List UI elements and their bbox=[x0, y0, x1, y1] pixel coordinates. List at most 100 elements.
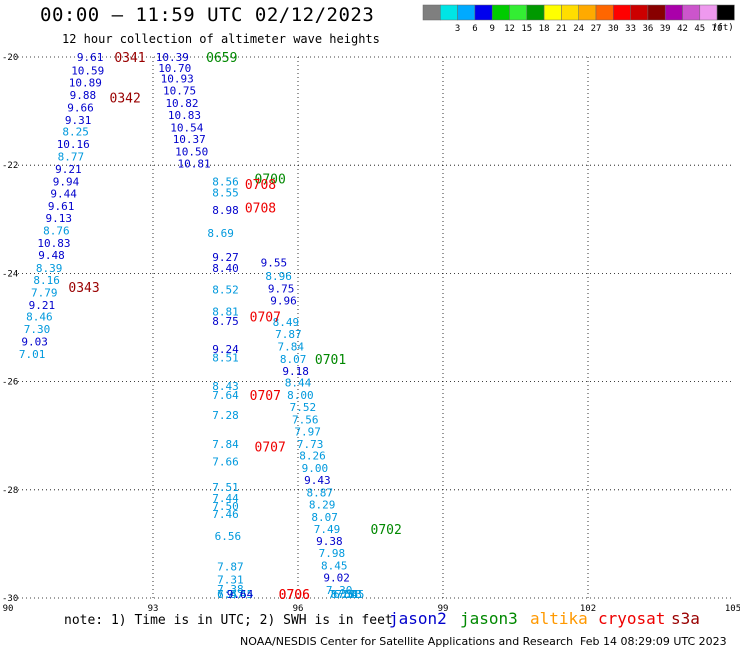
satellite-jason2: jason2 bbox=[389, 609, 447, 628]
legend-swatch bbox=[699, 4, 718, 21]
credit-text: NOAA/NESDIS Center for Satellite Applica… bbox=[240, 635, 574, 648]
x-tick-label: 102 bbox=[580, 604, 596, 614]
timestamp-text: Feb 14 08:29:09 UTC 2023 bbox=[580, 635, 727, 648]
legend-swatch bbox=[613, 4, 631, 21]
legend-label: 45 bbox=[694, 24, 705, 34]
chart-subtitle: 12 hour collection of altimeter wave hei… bbox=[62, 32, 380, 46]
wave-height-point: 10.39 bbox=[156, 51, 189, 64]
wave-height-point: 7.76 bbox=[328, 588, 355, 601]
track-labels: 0341034203430659070007080708070707010707… bbox=[68, 51, 401, 603]
wave-height-point: 7.87 bbox=[275, 328, 302, 341]
track-time-label: 0342 bbox=[110, 92, 141, 107]
wave-height-point: 9.02 bbox=[323, 571, 350, 584]
wave-height-point: 8.00 bbox=[287, 389, 314, 402]
track-time-label: 0707 bbox=[255, 441, 286, 456]
wave-height-point: 9.66 bbox=[67, 101, 94, 114]
wave-height-point: 9.61 bbox=[48, 200, 75, 213]
wave-height-point: 8.96 bbox=[265, 270, 292, 283]
legend-swatch bbox=[664, 4, 683, 21]
y-tick-label: -20 bbox=[2, 53, 18, 63]
wave-height-point: 7.84 bbox=[278, 340, 305, 353]
legend-swatch bbox=[440, 4, 458, 21]
wave-height-point: 10.83 bbox=[168, 109, 201, 122]
wave-height-point: 8.49 bbox=[273, 316, 300, 329]
wave-height-point: 7.73 bbox=[336, 588, 363, 601]
legend-unit: (ft) bbox=[712, 23, 734, 33]
track-time-label: 0343 bbox=[68, 281, 99, 296]
legend-label: 24 bbox=[573, 24, 584, 34]
wave-height-point: 7.98 bbox=[319, 547, 346, 560]
wave-height-point: 10.16 bbox=[57, 138, 90, 151]
x-tick-label: 96 bbox=[293, 604, 304, 614]
wave-height-point: 8.98 bbox=[212, 204, 239, 217]
wave-height-point: 10.83 bbox=[37, 237, 70, 250]
track-time-label: 0702 bbox=[371, 523, 402, 538]
wave-height-point: 7.45 bbox=[338, 588, 365, 601]
legend-label: 3 bbox=[455, 24, 460, 34]
legend-swatch bbox=[543, 4, 562, 21]
plot-grid bbox=[18, 56, 733, 599]
wave-height-point: 9.31 bbox=[65, 114, 92, 127]
wave-height-point: 8.87 bbox=[307, 487, 334, 500]
wave-height-point: 10.82 bbox=[165, 97, 198, 110]
wave-height-point: 9.61 bbox=[77, 51, 104, 64]
track-time-label: 0706 bbox=[279, 588, 310, 603]
legend-swatch bbox=[526, 4, 545, 21]
wave-height-point: 10.75 bbox=[163, 85, 196, 98]
wave-height-point: 9.96 bbox=[270, 294, 297, 307]
wave-height-point: 8.77 bbox=[58, 151, 85, 164]
wave-height-point: 7.66 bbox=[212, 456, 239, 469]
legend-swatch bbox=[716, 4, 735, 21]
satellite-s3a: s3a bbox=[671, 609, 700, 628]
wave-height-point: 8.39 bbox=[36, 262, 63, 275]
wave-height-point: 8.29 bbox=[309, 498, 336, 511]
wave-height-point: 8.81 bbox=[212, 305, 239, 318]
wave-height-point: 7.57 bbox=[217, 588, 244, 601]
legend-swatch bbox=[595, 4, 614, 21]
wave-height-points: 9.6110.5910.899.889.669.318.2510.168.779… bbox=[19, 51, 365, 601]
wave-height-point: 9.48 bbox=[38, 249, 65, 262]
wave-height-point: 6.47 bbox=[217, 588, 244, 601]
legend-label: 30 bbox=[608, 24, 619, 34]
wave-height-point: 9.64 bbox=[227, 588, 254, 601]
y-tick-label: -28 bbox=[2, 486, 18, 496]
wave-height-point: 9.27 bbox=[212, 251, 239, 264]
wave-height-point: 7.51 bbox=[212, 481, 239, 494]
wave-height-point: 8.07 bbox=[311, 511, 338, 524]
legend-swatch bbox=[630, 4, 649, 21]
wave-height-point: 9.24 bbox=[212, 343, 239, 356]
wave-height-point: 9.94 bbox=[53, 175, 80, 188]
wave-height-point: 9.00 bbox=[302, 462, 329, 475]
track-time-label: 0707 bbox=[250, 389, 281, 404]
legend-swatch bbox=[509, 4, 528, 21]
chart-title: 00:00 – 11:59 UTC 02/12/2023 bbox=[40, 4, 375, 26]
wave-height-point: 7.73 bbox=[297, 438, 324, 451]
wave-height-point: 8.55 bbox=[212, 186, 239, 199]
wave-height-point: 8.46 bbox=[26, 311, 53, 324]
track-time-label: 0708 bbox=[245, 201, 276, 216]
footer-note: note: 1) Time is in UTC; 2) SWH is in fe… bbox=[64, 613, 393, 628]
wave-height-point: 8.75 bbox=[212, 315, 239, 328]
wave-height-point: 8.76 bbox=[43, 225, 70, 238]
wave-height-point: 7.44 bbox=[212, 492, 239, 505]
track-time-label: 0659 bbox=[206, 51, 237, 66]
wave-height-point: 7.84 bbox=[212, 438, 239, 451]
wave-height-point: 9.55 bbox=[261, 257, 288, 270]
wave-height-point: 7.30 bbox=[326, 584, 353, 597]
legend-label: 70 bbox=[712, 24, 723, 34]
wave-height-point: 7.45 bbox=[227, 588, 254, 601]
legend-label: 36 bbox=[642, 24, 653, 34]
wave-height-point: 9.88 bbox=[70, 89, 97, 102]
wave-height-point: 7.87 bbox=[217, 561, 244, 574]
legend-label: 39 bbox=[660, 24, 671, 34]
wave-height-point: 9.44 bbox=[50, 187, 77, 200]
legend-swatch bbox=[491, 4, 510, 21]
wave-height-point: 8.66 bbox=[331, 588, 358, 601]
legend-swatch bbox=[457, 4, 476, 21]
legend-swatch bbox=[578, 4, 597, 21]
wave-height-point: 7.52 bbox=[290, 401, 317, 414]
track-time-label: 0706 bbox=[279, 588, 310, 603]
satellite-cryosat: cryosat bbox=[598, 609, 666, 628]
track-time-label: 0700 bbox=[255, 173, 286, 188]
